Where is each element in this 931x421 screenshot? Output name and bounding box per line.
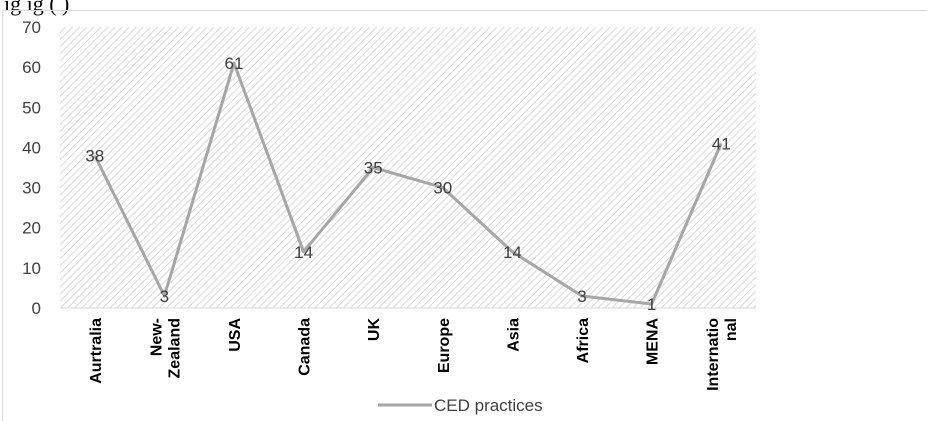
chart-frame [2, 10, 927, 421]
data-label: 3 [160, 287, 169, 306]
x-category-label: Africa [575, 318, 592, 363]
y-tick-label: 0 [32, 299, 41, 318]
data-label: 30 [433, 179, 452, 198]
x-category-label: USA [227, 318, 244, 352]
data-label: 14 [294, 243, 313, 262]
x-category-label: Aurtralia [88, 318, 105, 384]
x-category-label: New-Zealand [148, 318, 183, 378]
data-label: 1 [647, 295, 656, 314]
data-label: 3 [577, 287, 586, 306]
y-tick-label: 20 [22, 219, 41, 238]
y-tick-label: 30 [22, 179, 41, 198]
x-category-label: Asia [505, 318, 522, 352]
figure-caption: ig ig ( ) [4, 0, 70, 16]
y-tick-label: 50 [22, 98, 41, 117]
x-category-label: Canada [297, 318, 314, 376]
y-tick-label: 10 [22, 259, 41, 278]
y-tick-label: 40 [22, 138, 41, 157]
series-line-ced-practices [93, 61, 723, 306]
data-label: 61 [225, 54, 244, 73]
legend-label: CED practices [434, 396, 543, 415]
plot-area [60, 27, 756, 308]
x-category-label: International [705, 318, 740, 391]
legend: CED practices [378, 396, 543, 415]
data-label: 38 [85, 146, 104, 165]
x-category-label: Europe [436, 318, 453, 373]
data-label: 41 [712, 134, 731, 153]
x-category-label: MENA [645, 318, 662, 366]
y-tick-label: 60 [22, 58, 41, 77]
x-category-label: UK [366, 318, 383, 342]
data-label: 35 [364, 159, 383, 178]
y-tick-label: 70 [22, 18, 41, 37]
data-label: 14 [503, 243, 522, 262]
